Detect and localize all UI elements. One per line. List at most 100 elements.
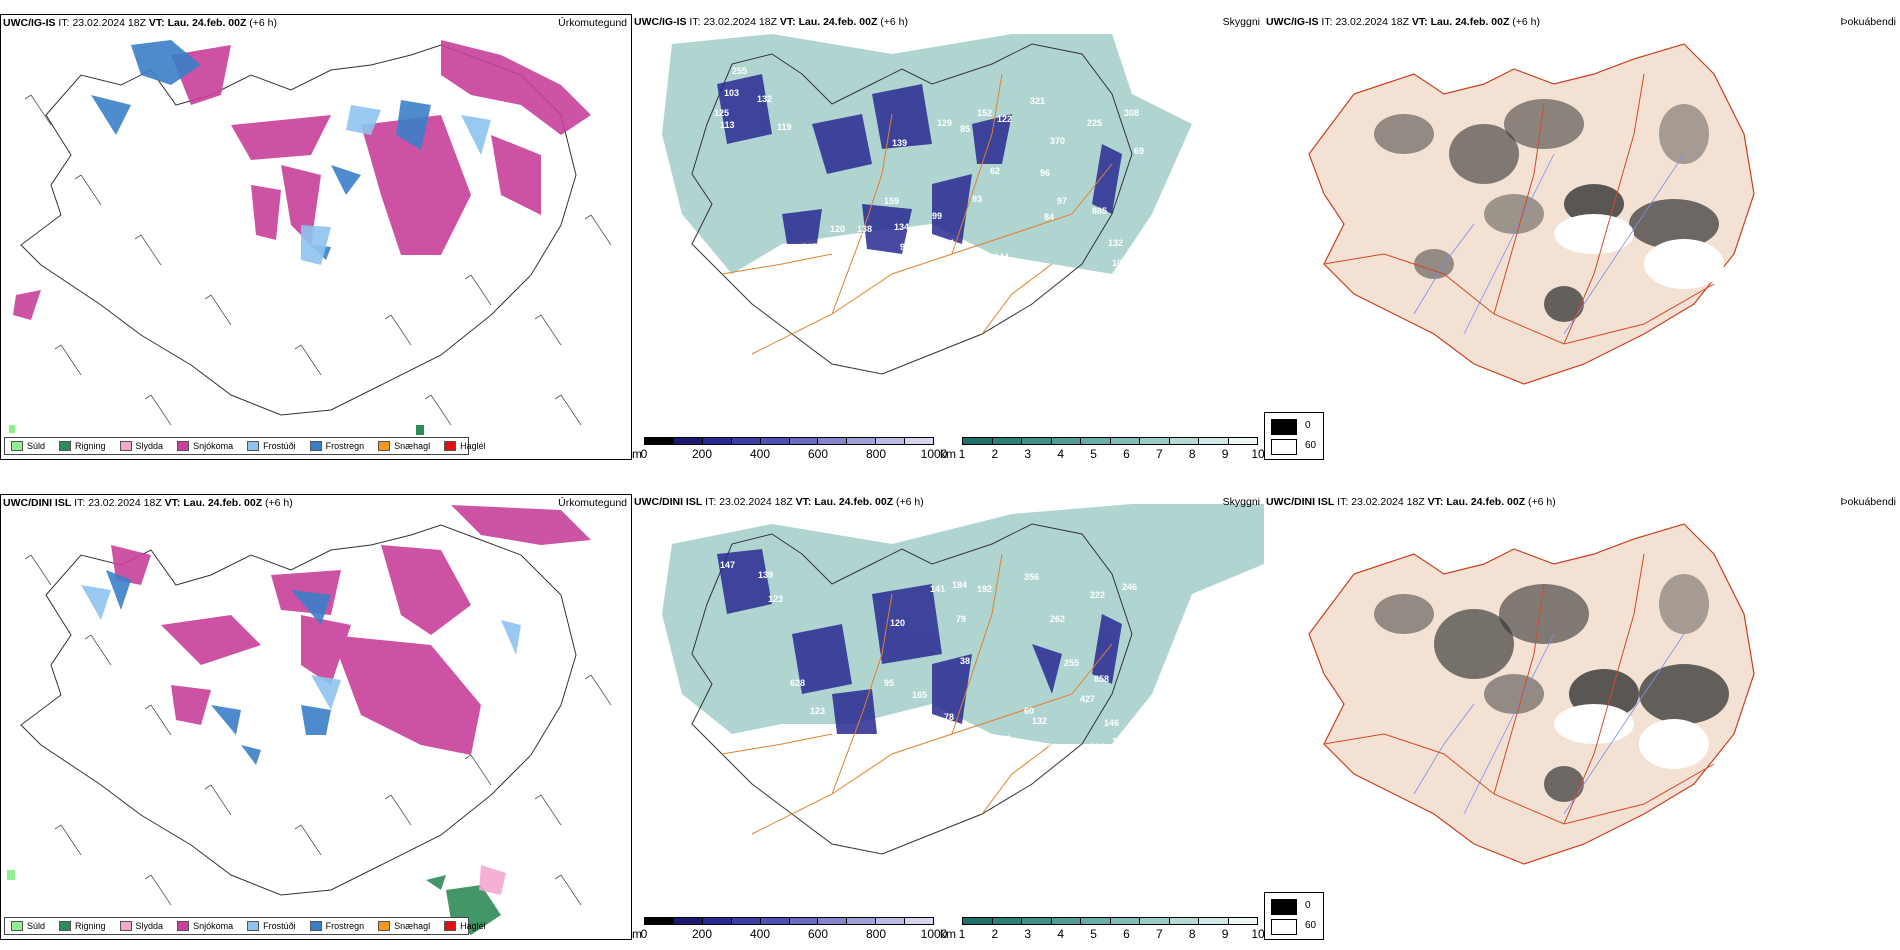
cloud-base-labels: 255 103 132 125 113 119 139 129 85 152 1…: [714, 66, 1190, 274]
fog-clear-areas: [1554, 214, 1724, 289]
cloud-label: 95: [884, 678, 894, 688]
legend-label: Snjókoma: [193, 441, 234, 451]
panel-name: Úrkomutegund: [558, 497, 627, 509]
legend-item-sudl: Súld: [11, 921, 53, 931]
colorbar-segment: [1022, 438, 1052, 444]
cloud-label: 139: [892, 138, 907, 148]
colorbar-tick: 400: [749, 447, 771, 461]
cloud-label: 85: [960, 124, 970, 134]
it-label: IT:: [689, 16, 701, 28]
colorbar-segment: [1081, 918, 1111, 924]
cloud-label: 321: [1030, 96, 1045, 106]
cloud-label: 101: [940, 238, 955, 248]
panel-name: Úrkomutegund: [558, 17, 627, 29]
cloud-label: 119: [777, 122, 792, 132]
colorbar-segment: [645, 438, 674, 444]
legend-swatch: [59, 921, 72, 931]
legend-item-frostregn: Frostregn: [309, 441, 373, 451]
it-label: IT:: [705, 496, 717, 508]
cloud-label: 139: [758, 570, 773, 580]
legend-item-haglel: Haglél: [444, 441, 494, 451]
colorbar-segment: [1228, 918, 1257, 924]
legend-item-snjokoma: Snjókoma: [177, 441, 241, 451]
snowfall-areas: [13, 40, 591, 320]
height-colorbar-bar: [644, 917, 934, 925]
fog-legend-row2: 0 60: [1264, 892, 1324, 940]
it-label: IT:: [74, 497, 86, 509]
cloud-label: 38: [960, 656, 970, 666]
panel-title: UWC/DINI ISL IT: 23.02.2024 18Z VT: Lau.…: [1266, 496, 1556, 508]
legend-label: Frostúði: [263, 921, 296, 931]
colorbar-segment: [731, 438, 761, 444]
legend-swatch: [247, 441, 260, 451]
colorbar-segment: [1140, 438, 1170, 444]
colorbar-segment: [905, 438, 934, 444]
road-network: [721, 553, 1113, 835]
cloud-label: 73: [900, 716, 910, 726]
lead-time: (+6 h): [1512, 16, 1541, 28]
colorbar-segment: [1081, 438, 1111, 444]
colorbar-tick: 1000: [920, 447, 948, 461]
cloud-label: 288: [1090, 742, 1105, 752]
colorbar-tick: 10: [1251, 447, 1265, 461]
cloud-label: 129: [937, 118, 952, 128]
legend-label: Snæhagl: [394, 921, 431, 931]
cloud-label: 427: [1080, 694, 1095, 704]
fog-legend-swatch: [1271, 919, 1297, 935]
colorbar-segment: [1228, 438, 1257, 444]
colorbar-segment: [673, 918, 703, 924]
visibility-colorbar-row2: km 1 2 3 4 5 6 7 8 9 10: [940, 917, 1265, 947]
sleet-areas: [479, 865, 506, 895]
cloud-label: 628: [790, 678, 805, 688]
colorbar-tick: 6: [1123, 447, 1130, 461]
wind-barbs: [24, 94, 612, 426]
legend-label: Haglél: [460, 921, 486, 931]
model-name: UWC/DINI ISL: [3, 497, 72, 509]
cloud-label: 125: [714, 108, 729, 118]
colorbar-tick: 3: [1024, 927, 1032, 941]
cloud-label: 222: [1090, 590, 1105, 600]
panel-title: UWC/DINI ISL IT: 23.02.2024 18Z VT: Lau.…: [634, 496, 924, 508]
road-network: [721, 73, 1113, 355]
visibility-colorbar-bar: [962, 917, 1258, 925]
it-label: IT:: [1321, 16, 1333, 28]
visibility-ticks: 1 2 3 4 5 6 7 8 9 10: [959, 447, 1265, 461]
colorbar-tick: 5: [1090, 927, 1097, 941]
precip-type-legend-row1: Súld Rigning Slydda Snjókoma Frostúði Fr…: [4, 437, 486, 455]
cloud-label: 152: [977, 108, 992, 118]
colorbar-segment: [1169, 438, 1199, 444]
rivers: [1413, 153, 1685, 335]
it-value: 23.02.2024 18Z: [1351, 496, 1425, 508]
drizzle-spot: [9, 425, 15, 433]
legend-item-rigning: Rigning: [59, 921, 114, 931]
fog-legend-value: 60: [1305, 920, 1317, 931]
colorbar-tick: 2: [991, 927, 999, 941]
legend-label: Frostregn: [325, 921, 365, 931]
vt-label: VT:: [779, 16, 796, 28]
colorbar-segment: [963, 918, 993, 924]
colorbar-tick: 3: [1024, 447, 1032, 461]
cloud-label: 262: [1050, 614, 1065, 624]
rivers: [1413, 633, 1685, 815]
model-name: UWC/IG-IS: [3, 17, 56, 29]
fog-legend-swatch: [1271, 899, 1297, 915]
cloud-label: 120: [830, 224, 845, 234]
colorbar-segment: [702, 438, 732, 444]
legend-swatch: [444, 441, 457, 451]
legend-swatch: [11, 441, 23, 451]
cloud-label: 190: [1014, 744, 1029, 754]
colorbar-tick: 10: [1251, 927, 1265, 941]
it-value: 23.02.2024 18Z: [1335, 16, 1409, 28]
colorbar-tick: 600: [807, 447, 829, 461]
roads-red: [1323, 73, 1715, 345]
legend-swatch: [119, 441, 132, 451]
colorbar-segment: [645, 918, 674, 924]
cloud-label: 255: [732, 66, 747, 76]
fog-legend-value: 0: [1305, 900, 1311, 911]
colorbar-tick: 5: [1090, 447, 1097, 461]
colorbar-tick: 4: [1057, 447, 1064, 461]
fog-index-map-row1: UWC/IG-IS IT: 23.02.2024 18Z VT: Lau. 24…: [1264, 14, 1900, 434]
it-value: 23.02.2024 18Z: [88, 497, 162, 509]
vt-label: VT:: [148, 17, 165, 29]
legend-label: Slydda: [135, 441, 164, 451]
